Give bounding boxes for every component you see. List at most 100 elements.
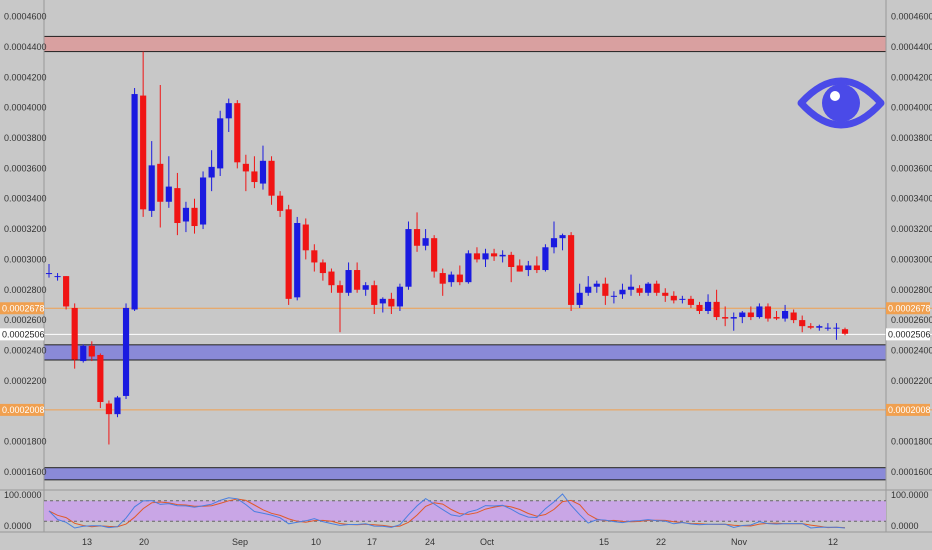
candle-body — [602, 283, 609, 296]
candle-body — [550, 238, 558, 248]
candle-body — [311, 250, 318, 263]
candle — [251, 156, 258, 189]
y-tick-right: 0.0003800 — [891, 133, 932, 143]
candle-body — [225, 103, 232, 119]
osc-tick-right: 100.0000 — [891, 490, 929, 500]
candle-body — [542, 247, 549, 271]
candle — [396, 283, 404, 311]
candle — [730, 312, 737, 331]
candle-body — [508, 254, 515, 267]
candle — [336, 280, 344, 333]
candle-body — [473, 253, 481, 260]
price-label: 0.0002506 — [2, 329, 45, 339]
y-tick-left: 0.0001800 — [4, 436, 47, 446]
candle — [542, 244, 549, 272]
candle-body — [593, 283, 600, 287]
y-tick-right: 0.0003200 — [891, 224, 932, 234]
candle-body — [585, 286, 592, 293]
candle — [345, 262, 352, 296]
candle — [704, 294, 712, 315]
candle — [636, 285, 643, 296]
candle — [576, 283, 583, 308]
price-line-labels: 0.0002678 0.0002678 0.0002506 0.0002506 0.00… — [0, 302, 931, 416]
candle — [824, 323, 831, 331]
candle-body — [242, 163, 249, 172]
candle-body — [636, 288, 643, 293]
candle — [585, 276, 592, 296]
candle — [199, 171, 207, 230]
candle — [191, 198, 198, 234]
candle — [80, 344, 87, 363]
y-tick-right: 0.0003400 — [891, 194, 932, 204]
candle-body — [816, 326, 823, 328]
candle-body — [396, 286, 404, 307]
candle-body — [764, 306, 772, 319]
candle-body — [431, 238, 438, 272]
candle-body — [251, 171, 258, 183]
candle-body — [234, 103, 241, 163]
y-tick-left: 0.0004600 — [4, 12, 47, 22]
oscillator-ticks: 100.0000 100.0000 0.0000 0.0000 — [4, 490, 929, 531]
candle — [593, 280, 600, 293]
y-tick-left: 0.0003400 — [4, 194, 47, 204]
y-tick-left: 0.0002200 — [4, 376, 47, 386]
candle — [790, 309, 797, 324]
candle-body — [105, 403, 112, 415]
y-tick-left: 0.0003000 — [4, 254, 47, 264]
x-tick: Nov — [731, 537, 748, 547]
candle — [533, 256, 540, 274]
candle-body — [533, 265, 540, 271]
candle — [71, 303, 78, 369]
candle-body — [696, 304, 703, 311]
candle — [662, 288, 669, 302]
candle-body — [687, 298, 695, 305]
candle-body — [45, 273, 53, 275]
candle-body — [670, 295, 677, 301]
y-tick-left: 0.0004400 — [4, 42, 47, 52]
candle — [259, 145, 267, 190]
price-label: 0.0002678 — [888, 303, 931, 313]
candle — [653, 280, 660, 296]
candle — [456, 265, 463, 286]
candle — [627, 274, 635, 296]
y-tick-left: 0.0004200 — [4, 72, 47, 82]
osc-tick-right: 0.0000 — [891, 521, 919, 531]
candle-body — [217, 118, 224, 169]
x-tick: 24 — [425, 537, 435, 547]
candle — [388, 292, 395, 315]
candle-body — [259, 160, 267, 184]
candle — [722, 306, 729, 327]
x-tick: Oct — [480, 537, 495, 547]
y-tick-right: 0.0003000 — [891, 254, 932, 264]
candle-body — [482, 253, 489, 260]
candle-body — [610, 295, 617, 297]
candle-body — [756, 306, 763, 318]
candle — [439, 268, 446, 296]
candle — [739, 310, 746, 324]
candle — [516, 259, 523, 272]
candle — [559, 233, 566, 251]
candle-body — [653, 283, 660, 293]
candle — [182, 201, 190, 233]
zone-1 — [43, 344, 887, 361]
candle-body — [525, 265, 532, 271]
candle-body — [294, 223, 301, 298]
candle — [311, 244, 318, 272]
y-tick-left: 0.0003800 — [4, 133, 47, 143]
candle-body — [345, 270, 352, 293]
candle-body — [54, 276, 61, 278]
candle — [833, 323, 840, 340]
candle — [422, 229, 429, 251]
candle-body — [645, 283, 652, 293]
candle — [328, 268, 335, 293]
candle-body — [165, 186, 172, 202]
y-tick-right: 0.0004400 — [891, 42, 932, 52]
y-tick-right: 0.0002400 — [891, 345, 932, 355]
candle — [645, 282, 652, 296]
candle — [174, 172, 181, 236]
candle — [782, 304, 789, 322]
price-label: 0.0002678 — [2, 303, 45, 313]
candle-body — [80, 345, 87, 362]
candle — [105, 400, 112, 445]
